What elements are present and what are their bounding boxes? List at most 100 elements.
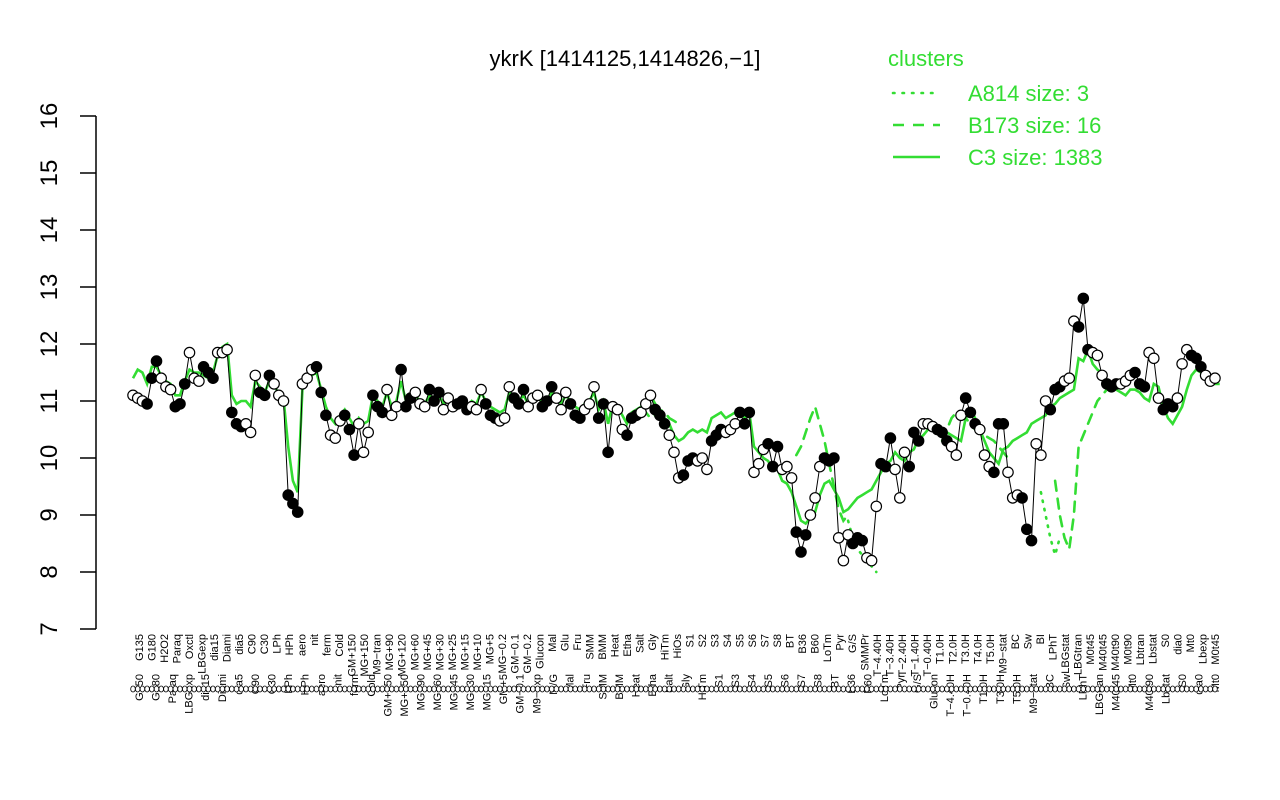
data-point	[348, 449, 360, 461]
x-tick-label: BT	[829, 674, 841, 688]
data-point	[207, 372, 219, 384]
data-point	[315, 386, 327, 399]
x-tick-label: T−1.40H	[910, 634, 922, 677]
data-point	[367, 389, 379, 402]
data-point	[277, 395, 290, 407]
data-point	[592, 412, 605, 424]
x-tick-label: LBGexp	[197, 634, 209, 674]
x-tick-label: M40t90	[1144, 674, 1156, 711]
rug-mark	[840, 685, 847, 693]
data-point	[362, 426, 374, 439]
rug-mark	[440, 685, 447, 693]
data-point	[964, 406, 977, 419]
rug-mark	[1113, 685, 1119, 693]
data-point	[658, 417, 671, 430]
rug-mark	[807, 685, 814, 693]
rug-mark	[252, 685, 259, 693]
rug-mark	[332, 685, 338, 693]
x-tick-label: S1	[685, 634, 697, 647]
x-tick-label: SMM	[584, 634, 596, 660]
rug-mark	[1179, 685, 1185, 693]
rug-mark	[186, 685, 193, 693]
data-point	[395, 363, 407, 376]
data-point	[1148, 352, 1160, 365]
rug-mark	[953, 685, 959, 693]
data-point	[226, 406, 238, 419]
x-tick-label: aero	[297, 634, 309, 656]
x-tick-label: BT	[785, 634, 797, 648]
data-point	[701, 463, 713, 476]
x-tick-label: B60	[810, 634, 822, 654]
rug-mark	[304, 685, 310, 693]
data-point	[1138, 380, 1151, 393]
data-point	[781, 460, 793, 473]
rug-mark	[1127, 685, 1134, 693]
rug-mark	[1155, 685, 1162, 693]
x-tick-label: T4.0H	[972, 634, 984, 664]
data-point	[1209, 372, 1221, 384]
y-tick-label: 14	[36, 217, 63, 244]
x-tick-label: HiTm	[659, 634, 671, 660]
x-tick-label: LBGstat	[1060, 634, 1072, 674]
x-tick-label: Lbexp	[1197, 634, 1209, 664]
y-tick-label: 9	[36, 508, 63, 521]
cluster-line-b173	[1053, 388, 1109, 555]
rug-mark	[925, 685, 931, 693]
data-point	[564, 398, 577, 410]
rug-mark	[229, 685, 235, 693]
x-tick-label: aero	[316, 674, 328, 696]
rug-mark	[760, 685, 767, 693]
x-tick-label: S4	[722, 634, 734, 647]
data-line	[132, 298, 1216, 562]
x-tick-label: MG+5	[484, 634, 496, 664]
data-point	[428, 395, 440, 407]
x-tick-label: Gly	[647, 634, 659, 651]
rug-mark	[558, 685, 564, 693]
x-tick-label: nit	[309, 634, 321, 646]
rug-mark	[356, 685, 362, 693]
data-point	[639, 398, 652, 410]
data-point	[244, 426, 257, 439]
rug-mark	[671, 685, 677, 693]
rug-mark	[403, 685, 409, 693]
rug-mark	[1089, 685, 1096, 693]
data-point	[291, 506, 304, 518]
rug-mark	[426, 685, 433, 693]
data-point	[837, 554, 850, 567]
y-tick-label: 10	[36, 445, 63, 472]
rug-mark	[205, 685, 211, 693]
x-tick-label: Lbtran	[1135, 634, 1147, 665]
data-point	[1030, 437, 1042, 450]
y-tick-label: 11	[36, 389, 63, 414]
rug-mark	[821, 685, 828, 693]
data-point	[663, 429, 676, 441]
rug-mark	[812, 685, 818, 693]
data-point	[320, 409, 332, 422]
legend-label-a814: A814 size: 3	[968, 81, 1089, 106]
data-point	[183, 346, 196, 359]
data-point	[903, 460, 915, 473]
rug-mark	[421, 685, 428, 693]
rug-mark	[610, 685, 616, 693]
rug-mark	[153, 685, 160, 693]
data-point	[164, 383, 177, 396]
x-tick-label: BMM	[597, 634, 609, 660]
rug-mark	[972, 685, 978, 693]
x-tick-label: dia5	[234, 634, 246, 655]
rug-mark	[1005, 685, 1011, 693]
rug-mark	[1052, 685, 1058, 693]
rug-mark	[831, 685, 837, 693]
rug-mark	[1080, 685, 1086, 693]
rug-mark	[158, 685, 164, 693]
rug-mark	[1057, 685, 1063, 693]
rug-mark	[1071, 685, 1077, 693]
x-tick-label: S8	[813, 674, 825, 687]
data-point	[748, 466, 760, 479]
data-point	[400, 400, 412, 413]
rug-mark	[280, 685, 287, 693]
x-tick-label: S0	[1160, 634, 1172, 647]
data-point	[1072, 321, 1085, 333]
rug-mark	[478, 685, 484, 693]
rug-mark	[1160, 685, 1166, 693]
x-tick-label: S3	[710, 634, 722, 647]
